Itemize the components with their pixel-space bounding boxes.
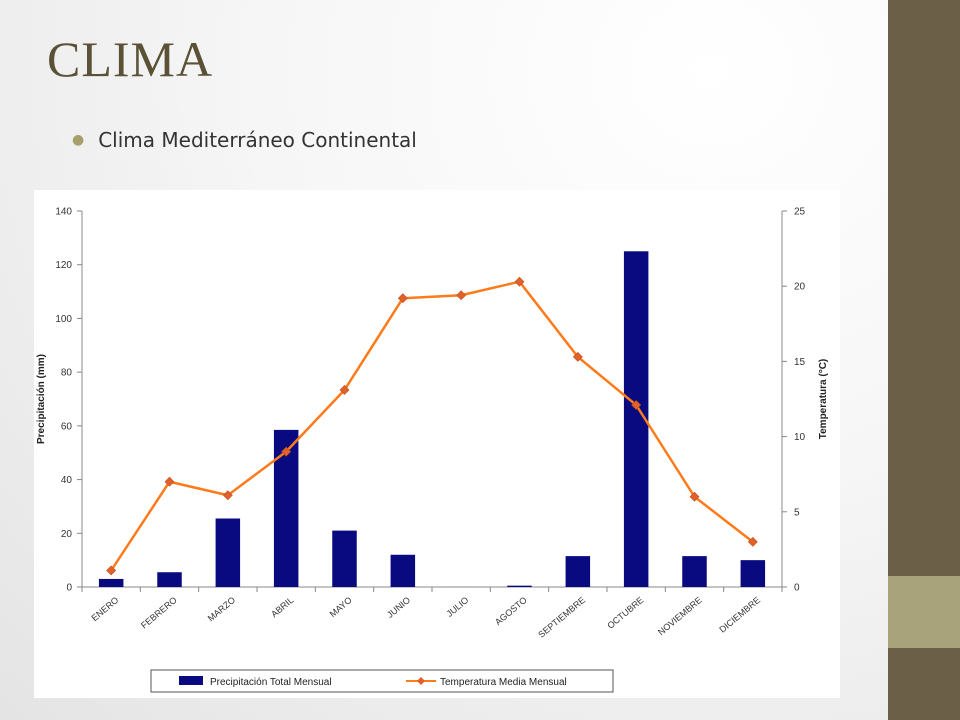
bullet-text: Clima Mediterráneo Continental [98,128,417,152]
left-tick-label: 20 [61,529,73,540]
left-tick-label: 80 [61,368,73,379]
legend-box [150,669,614,693]
category-label: DICIEMBRE [717,595,762,635]
precip-bar [332,530,357,587]
bullet-item: ● Clima Mediterráneo Continental [72,128,417,152]
category-label: ABRIL [269,595,295,619]
slide-title: CLIMA [47,31,214,87]
precip-bar [390,554,416,587]
legend-label-temp: Temperatura Media Mensual [440,677,567,688]
precip-bar [157,572,182,587]
left-tick-label: 40 [61,475,73,486]
bullet-icon: ● [72,132,85,148]
right-tick-label: 15 [794,357,806,368]
category-label: JULIO [444,595,470,619]
temperature-point [281,446,292,457]
category-label: MARZO [206,595,237,624]
left-tick-label: 140 [55,207,72,218]
category-label: MAYO [328,595,354,619]
chart-frame: 0 20 40 60 80 100 120 140 0 5 10 15 20 25 Precipitació… [34,190,840,698]
left-tick-label: 60 [61,421,73,432]
right-axis-title: Temperatura (°C) [818,359,829,440]
temperature-point [572,351,583,362]
precip-bar [682,556,707,587]
category-label: OCTUBRE [605,595,645,631]
temperature-point [339,385,350,395]
right-tick-label: 10 [794,432,806,443]
category-label: AGOSTO [493,595,529,627]
right-tick-label: 0 [794,583,800,594]
category-label: JUNIO [385,595,412,620]
temperature-line [110,280,754,572]
legend-marker-temp [417,677,425,685]
decorative-stripe [888,576,960,648]
precip-bar [740,560,766,587]
temperature-point [397,293,408,304]
legend-swatch-precip [179,676,203,685]
left-tick-label: 100 [55,314,72,325]
right-tick-label: 20 [794,282,806,293]
temperature-point [747,536,758,547]
category-label: ENERO [89,595,120,623]
temperature-point [106,565,117,576]
temperature-point [514,276,525,287]
temperature-point [631,400,642,410]
temperature-point [222,490,233,501]
precip-bar [565,556,591,587]
category-label: SEPTIEMBRE [536,595,587,640]
precip-bar [98,578,124,587]
temperature-point [689,491,700,502]
left-axis-title: Precipitación (mm) [36,354,47,444]
precip-bar [215,518,241,587]
left-tick-label: 120 [55,260,72,271]
right-tick-label: 25 [794,207,806,218]
precip-bar [507,585,532,587]
right-tick-label: 5 [794,507,800,518]
legend-label-precip: Precipitación Total Mensual [210,677,332,688]
temperature-point [456,290,467,301]
climate-chart: 0 20 40 60 80 100 120 140 0 5 10 15 20 25 Precipitació… [36,207,829,693]
temperature-point [164,476,175,487]
category-label: FEBRERO [139,595,179,631]
category-label: NOVIEMBRE [656,595,704,637]
left-tick-label: 0 [66,583,72,594]
